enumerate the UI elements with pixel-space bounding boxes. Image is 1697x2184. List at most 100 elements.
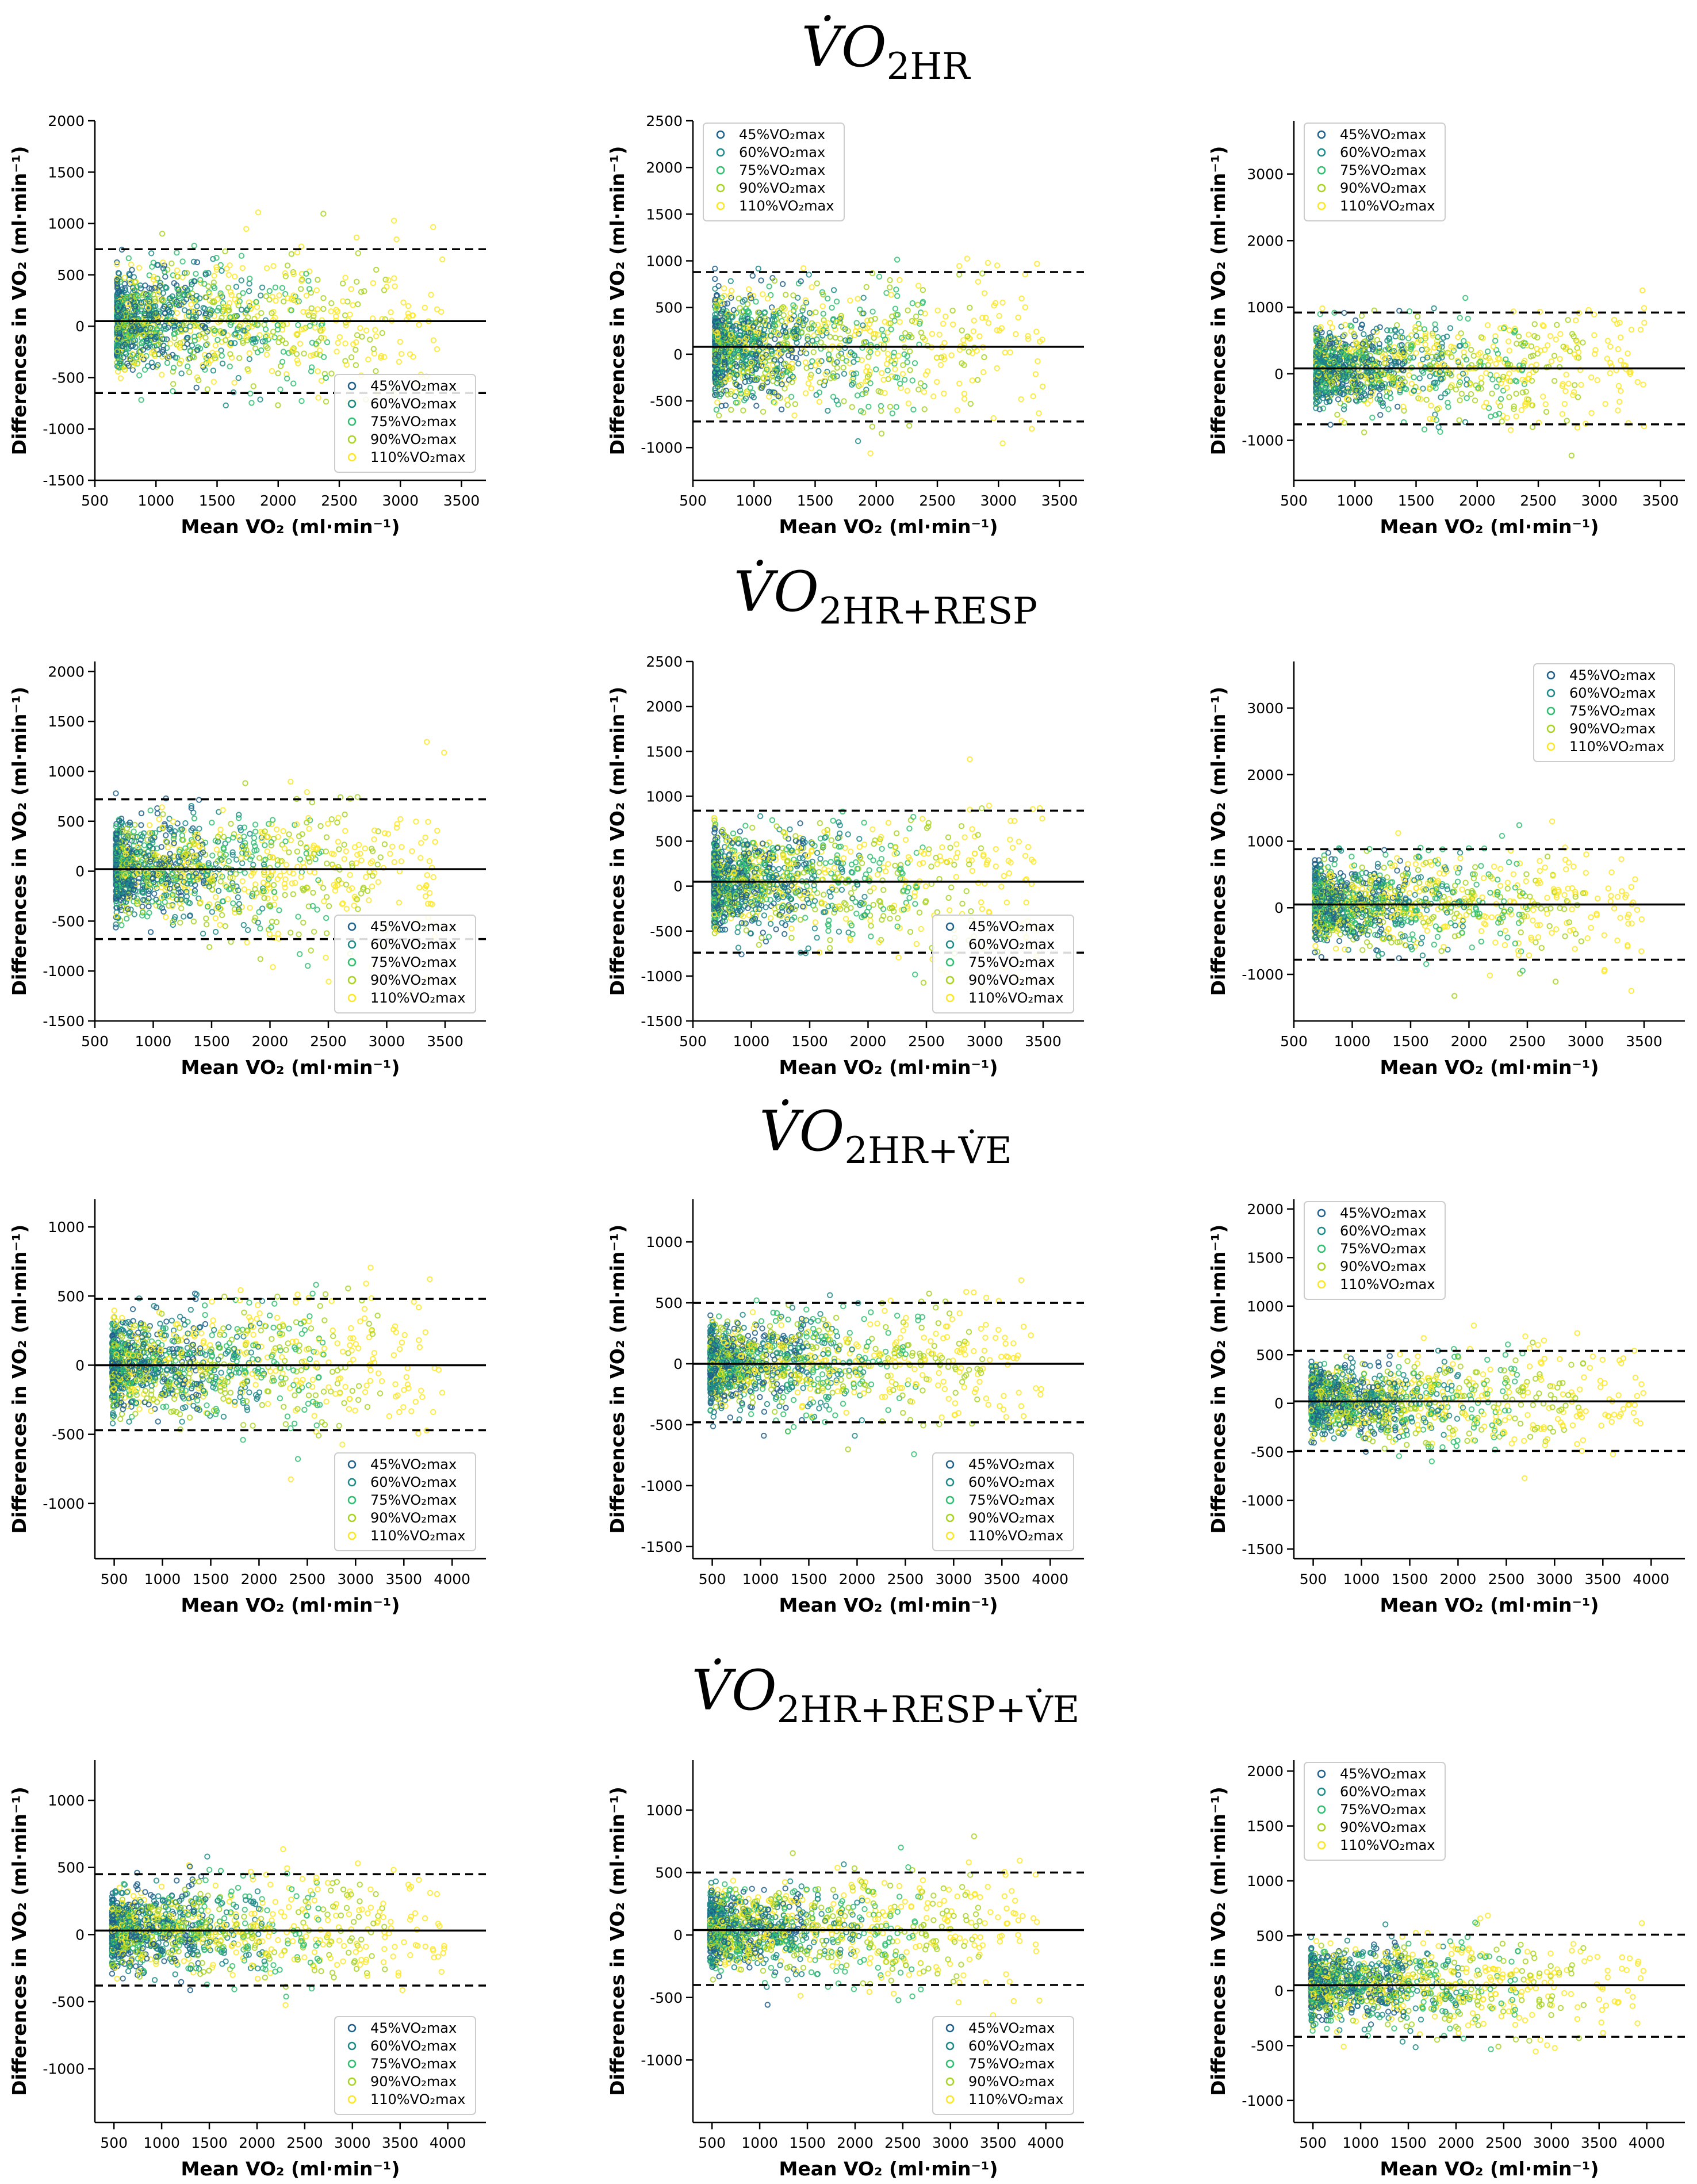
data-point-4 xyxy=(121,274,128,281)
data-point-4 xyxy=(313,287,320,293)
data-point-4 xyxy=(255,209,262,216)
y-tick-label: -1000 xyxy=(641,439,683,456)
x-axis-label: Mean VO₂ (ml·min⁻¹) xyxy=(779,515,998,538)
legend-label: 110%VO₂max xyxy=(1340,198,1435,214)
legend-label: 60%VO₂max xyxy=(370,396,457,412)
x-tick-label: 500 xyxy=(1280,492,1308,509)
data-point-1 xyxy=(246,356,252,362)
data-point-4 xyxy=(336,334,343,341)
data-point-2 xyxy=(179,258,186,265)
data-point-4 xyxy=(422,304,428,311)
data-point-3 xyxy=(358,289,365,295)
data-point-4 xyxy=(373,333,380,339)
data-point-4 xyxy=(128,261,135,267)
data-point-2 xyxy=(306,286,313,292)
x-tick-label: 1500 xyxy=(1398,492,1435,509)
data-point-1 xyxy=(210,256,216,262)
data-point-4 xyxy=(390,217,397,224)
data-point-4 xyxy=(211,273,217,279)
data-point-1 xyxy=(259,284,266,290)
data-point-0 xyxy=(169,351,176,358)
y-tick-label: -500 xyxy=(650,393,683,410)
data-point-3 xyxy=(281,298,287,305)
data-point-4 xyxy=(277,322,284,328)
data-point-3 xyxy=(177,360,183,367)
data-point-1 xyxy=(233,284,240,290)
y-tick-label: 2000 xyxy=(1247,232,1284,249)
data-point-4 xyxy=(224,332,231,339)
data-point-2 xyxy=(295,322,301,328)
scatter-points xyxy=(114,209,446,408)
data-point-2 xyxy=(266,288,273,294)
x-tick-label: 2000 xyxy=(858,492,895,509)
x-tick-label: 2500 xyxy=(919,492,956,509)
data-point-0 xyxy=(114,259,120,266)
legend-label: 75%VO₂max xyxy=(1340,162,1426,178)
data-point-3 xyxy=(353,362,359,368)
legend-label: 60%VO₂max xyxy=(1340,144,1426,160)
data-point-2 xyxy=(272,284,279,290)
data-point-3 xyxy=(293,351,300,357)
data-point-4 xyxy=(307,353,314,359)
x-tick-label: 3000 xyxy=(980,492,1017,509)
data-point-3 xyxy=(170,381,177,387)
x-axis-label: Mean VO₂ (ml·min⁻¹) xyxy=(1380,515,1599,538)
y-tick-label: -1000 xyxy=(43,421,85,438)
x-axis-label: Mean VO₂ (ml·min⁻¹) xyxy=(181,515,400,538)
data-point-4 xyxy=(225,271,232,278)
x-tick-label: 2500 xyxy=(321,492,358,509)
legend-label: 75%VO₂max xyxy=(370,414,457,430)
data-point-4 xyxy=(315,306,321,312)
x-tick-label: 3500 xyxy=(443,492,480,509)
legend-label: 60%VO₂max xyxy=(739,144,825,160)
data-point-1 xyxy=(257,396,263,403)
data-point-3 xyxy=(379,330,385,336)
data-point-4 xyxy=(350,341,357,347)
data-point-4 xyxy=(194,374,201,381)
data-point-2 xyxy=(231,331,237,338)
data-point-4 xyxy=(353,234,360,241)
data-point-4 xyxy=(239,265,246,271)
data-point-2 xyxy=(277,387,284,393)
data-point-3 xyxy=(342,358,348,364)
data-point-4 xyxy=(416,322,422,328)
y-tick-label: 500 xyxy=(57,267,85,284)
y-tick-label: 0 xyxy=(1274,366,1284,383)
y-axis-label: Differences in VO₂ (ml·min⁻¹) xyxy=(8,146,30,456)
data-point-2 xyxy=(313,341,319,347)
data-point-3 xyxy=(275,370,281,377)
data-point-4 xyxy=(428,292,434,298)
legend: 45%VO₂max60%VO₂max75%VO₂max90%VO₂max110%… xyxy=(703,123,845,221)
x-tick-label: 1000 xyxy=(137,492,174,509)
x-tick-label: 2500 xyxy=(1520,492,1557,509)
data-point-1 xyxy=(148,250,155,257)
data-point-4 xyxy=(370,280,376,286)
data-point-2 xyxy=(290,380,297,387)
data-point-2 xyxy=(125,255,132,262)
data-point-2 xyxy=(285,350,292,356)
legend-label: 45%VO₂max xyxy=(739,127,825,143)
data-point-1 xyxy=(233,313,240,319)
y-tick-label: 1000 xyxy=(1247,299,1284,316)
y-axis-label: Differences in VO₂ (ml·min⁻¹) xyxy=(606,146,629,456)
data-point-3 xyxy=(313,351,320,357)
data-point-3 xyxy=(236,293,242,299)
x-tick-label: 1000 xyxy=(1336,492,1373,509)
row-title-0: V̇O2HR xyxy=(802,15,971,88)
data-point-2 xyxy=(174,355,181,361)
data-point-3 xyxy=(328,300,335,307)
data-point-4 xyxy=(114,261,120,267)
x-tick-label: 3000 xyxy=(1581,492,1618,509)
data-point-4 xyxy=(328,308,334,315)
x-tick-label: 2000 xyxy=(260,492,297,509)
data-point-3 xyxy=(202,335,209,341)
data-point-3 xyxy=(301,350,307,357)
y-axis-label: Differences in VO₂ (ml·min⁻¹) xyxy=(1207,146,1229,456)
data-point-1 xyxy=(238,277,244,284)
data-point-2 xyxy=(308,368,315,374)
legend-label: 75%VO₂max xyxy=(739,162,825,178)
x-tick-label: 500 xyxy=(81,492,109,509)
y-tick-label: 0 xyxy=(673,346,683,363)
data-point-2 xyxy=(280,349,287,355)
